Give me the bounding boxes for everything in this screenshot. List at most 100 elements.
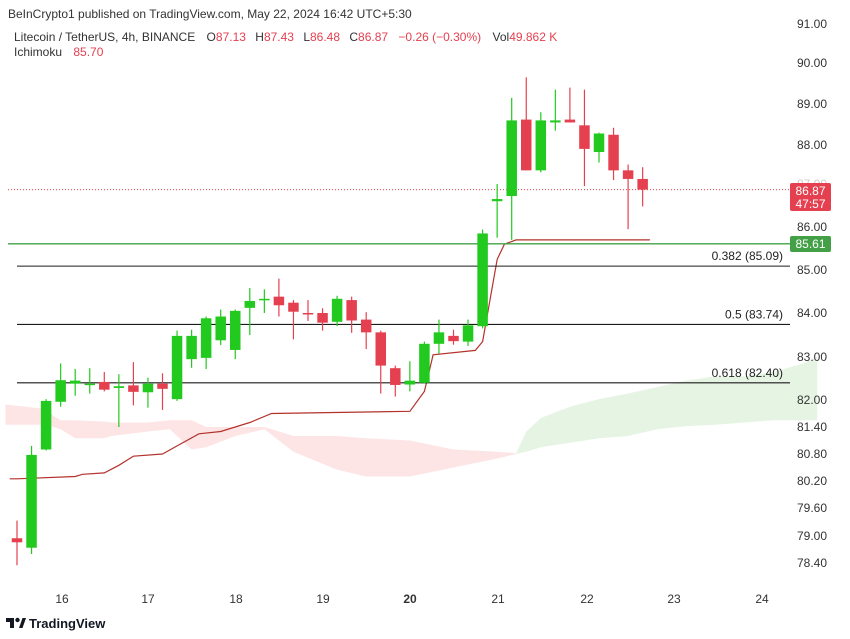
candle-body	[128, 385, 139, 392]
candle-body	[157, 383, 168, 389]
candle-1	[26, 445, 37, 554]
close-label: C	[349, 30, 358, 44]
candle-41	[608, 127, 619, 181]
candle-35	[521, 77, 532, 171]
candle-42	[622, 164, 634, 230]
candle-18	[273, 278, 285, 317]
candle-8	[128, 362, 139, 406]
published-note: BeInCrypto1 published on TradingView.com…	[8, 7, 412, 21]
candle-body	[506, 120, 517, 197]
support-level-text: 85.61	[795, 237, 825, 251]
y-tick-label: 90.00	[797, 56, 827, 70]
candle-body	[331, 298, 343, 322]
candle-30	[448, 329, 459, 345]
candle-body	[11, 538, 23, 543]
candle-37	[550, 89, 561, 131]
candle-body	[186, 335, 197, 360]
candle-body	[579, 125, 590, 149]
candle-7	[113, 374, 125, 427]
candle-body	[273, 296, 285, 306]
candle-4	[69, 369, 81, 396]
current-price-text: 86.87	[795, 184, 825, 198]
candle-body	[99, 381, 110, 390]
candle-body	[550, 120, 561, 123]
candle-body	[564, 119, 576, 123]
candles	[11, 77, 648, 566]
current-price-badge: 86.87 47:57	[790, 183, 831, 211]
y-tick-label: 83.00	[797, 350, 827, 364]
candle-body	[521, 119, 532, 171]
tradingview-logo-text: TradingView	[29, 616, 106, 631]
candle-body	[171, 335, 183, 400]
candle-9	[142, 377, 154, 408]
candle-body	[593, 133, 605, 153]
tradingview-logo[interactable]: TradingView	[6, 616, 106, 631]
candle-body	[622, 170, 634, 179]
candle-body	[390, 368, 401, 385]
high-label: H	[255, 30, 264, 44]
candle-33	[491, 184, 503, 238]
tradingview-logo-icon	[6, 617, 26, 628]
x-tick-label: 17	[141, 592, 155, 606]
support-level-badge: 85.61	[790, 236, 831, 252]
candle-body	[69, 380, 81, 384]
candle-38	[564, 87, 576, 123]
candle-body	[26, 454, 37, 548]
volume-value: 49.862 K	[509, 30, 557, 44]
candle-29	[433, 319, 445, 354]
candle-19	[288, 300, 299, 340]
price-axis[interactable]: 78.40 79.00 79.60 80.20 80.80 81.40 82.00 83.00…	[797, 17, 827, 570]
x-tick-label: 24	[755, 592, 769, 606]
low-label: L	[303, 30, 310, 44]
candle-36	[535, 112, 547, 173]
x-tick-label: 16	[55, 592, 69, 606]
candle-13	[200, 316, 212, 370]
candle-6	[99, 372, 110, 392]
change-value: −0.26 (−0.30%)	[398, 30, 481, 44]
candle-body	[200, 318, 212, 358]
candle-body	[375, 332, 386, 366]
y-tick-label: 86.00	[797, 220, 827, 234]
candle-body	[215, 316, 226, 341]
candle-body	[477, 233, 488, 327]
x-tick-label: 22	[580, 592, 594, 606]
candle-body	[360, 319, 372, 333]
candle-body	[113, 386, 125, 388]
candle-body	[419, 343, 430, 383]
volume-label: Vol	[493, 30, 510, 44]
candle-25	[375, 330, 386, 394]
candle-body	[230, 310, 241, 350]
candle-11	[171, 330, 183, 401]
candle-39	[579, 89, 590, 187]
candle-40	[593, 132, 605, 163]
candle-body	[462, 325, 474, 342]
candle-14	[215, 309, 226, 346]
x-tick-label: 23	[667, 592, 681, 606]
y-tick-label: 89.00	[797, 97, 827, 111]
indicator-value: 85.70	[73, 45, 103, 59]
candle-12	[186, 329, 197, 368]
fib-label-1: 0.5 (83.74)	[725, 307, 783, 321]
candle-5	[84, 368, 95, 394]
open-value: 87.13	[216, 30, 246, 44]
candle-body	[302, 313, 314, 315]
horizontal-levels: 0.382 (85.09) 0.5 (83.74) 0.618 (82.40)	[8, 189, 790, 384]
candle-body	[142, 383, 154, 393]
candle-body	[55, 380, 66, 402]
ohlc-legend[interactable]: Litecoin / TetherUS, 4h, BINANCE O87.13 …	[14, 30, 557, 44]
indicator-legend[interactable]: Ichimoku 85.70	[14, 45, 104, 59]
candle-2	[40, 399, 52, 451]
candle-27	[404, 361, 416, 392]
candle-body	[244, 300, 256, 308]
cloud-bullish-area	[516, 357, 818, 454]
candle-body	[288, 302, 299, 312]
candle-43	[637, 167, 648, 207]
time-axis[interactable]: 16 17 18 19 20 21 22 23 24	[55, 592, 769, 606]
candle-17	[259, 289, 270, 313]
candle-23	[346, 296, 357, 333]
y-tick-label: 84.00	[797, 306, 827, 320]
close-value: 86.87	[358, 30, 388, 44]
y-tick-label: 85.00	[797, 263, 827, 277]
candle-22	[331, 295, 343, 327]
